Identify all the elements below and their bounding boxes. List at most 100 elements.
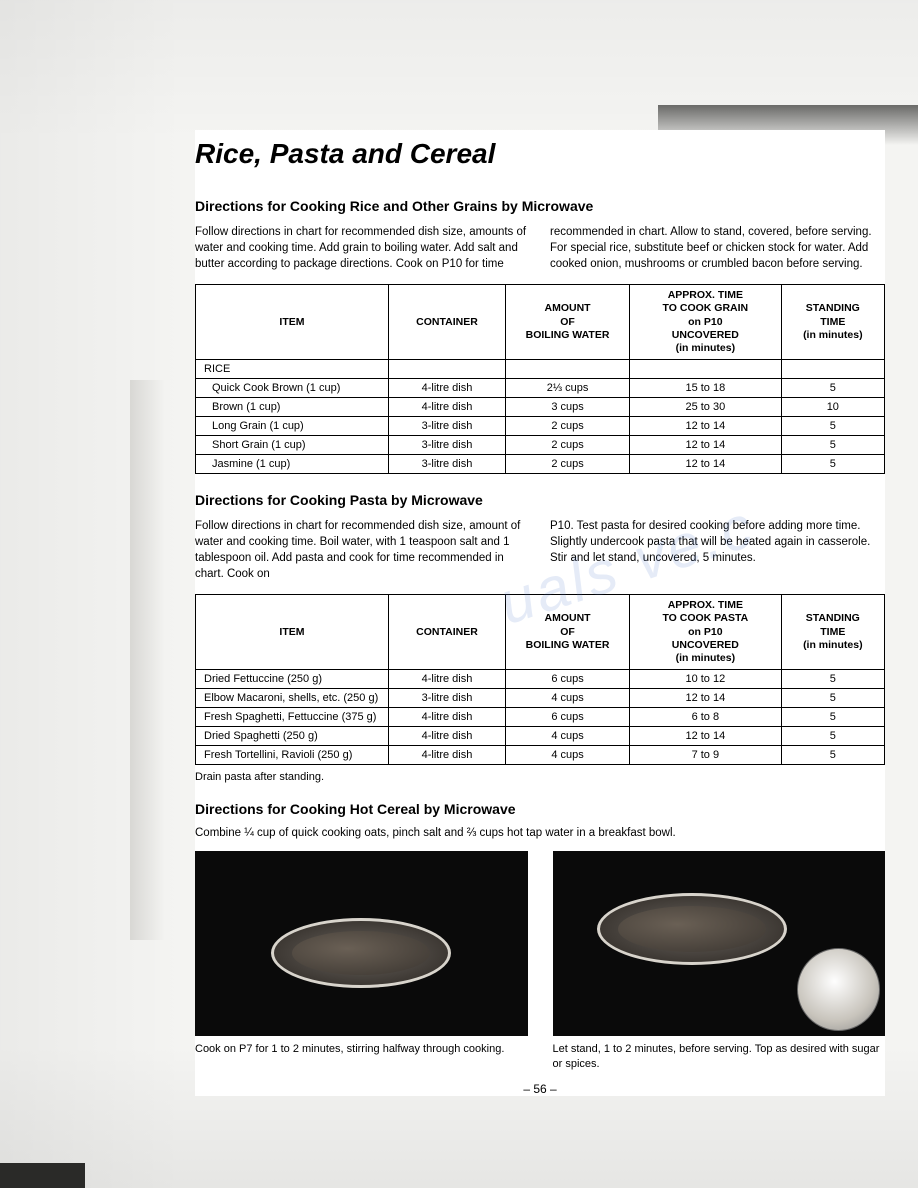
rice-directions-col1: Follow directions in chart for recommend…	[195, 224, 530, 272]
table-cell: 5	[781, 745, 884, 764]
table-cell: Fresh Spaghetti, Fettuccine (375 g)	[196, 707, 389, 726]
table-cell: 6 cups	[506, 707, 630, 726]
table-cell: 12 to 14	[630, 435, 782, 454]
photo-standing	[553, 851, 886, 1036]
th-standing: STANDING TIME (in minutes)	[781, 285, 884, 360]
table-cell: Long Grain (1 cup)	[196, 416, 389, 435]
table-cell: 5	[781, 669, 884, 688]
bowl-illustration	[271, 918, 451, 988]
table-row: Short Grain (1 cup)3-litre dish2 cups12 …	[196, 435, 885, 454]
pasta-table-body: Dried Fettuccine (250 g)4-litre dish6 cu…	[196, 669, 885, 764]
table-cell: 5	[781, 454, 884, 473]
table-cell: Fresh Tortellini, Ravioli (250 g)	[196, 745, 389, 764]
table-cell: 3-litre dish	[388, 435, 505, 454]
table-row: Dried Fettuccine (250 g)4-litre dish6 cu…	[196, 669, 885, 688]
timer-illustration	[795, 946, 880, 1031]
rice-table-body: RICE Quick Cook Brown (1 cup)4-litre dis…	[196, 359, 885, 473]
th-standing: STANDING TIME (in minutes)	[781, 595, 884, 670]
pasta-directions-col1: Follow directions in chart for recommend…	[195, 518, 530, 582]
table-row: Long Grain (1 cup)3-litre dish2 cups12 t…	[196, 416, 885, 435]
table-cell: 12 to 14	[630, 688, 782, 707]
table-cell: 3 cups	[506, 397, 630, 416]
table-cell: 4-litre dish	[388, 745, 505, 764]
table-cell: Dried Fettuccine (250 g)	[196, 669, 389, 688]
table-cell: 6 to 8	[630, 707, 782, 726]
table-cell: 3-litre dish	[388, 416, 505, 435]
table-cell: Brown (1 cup)	[196, 397, 389, 416]
timer-dial	[797, 948, 880, 1031]
table-cell: 2 cups	[506, 435, 630, 454]
table-row: Dried Spaghetti (250 g)4-litre dish4 cup…	[196, 726, 885, 745]
table-cell: 3-litre dish	[388, 688, 505, 707]
pasta-table: ITEM CONTAINER AMOUNT OF BOILING WATER A…	[195, 594, 885, 765]
section-heading-pasta: Directions for Cooking Pasta by Microwav…	[195, 492, 885, 508]
table-row: Elbow Macaroni, shells, etc. (250 g)3-li…	[196, 688, 885, 707]
table-cell: 4 cups	[506, 745, 630, 764]
table-cell: Dried Spaghetti (250 g)	[196, 726, 389, 745]
table-cell: 2 cups	[506, 454, 630, 473]
table-cell: 7 to 9	[630, 745, 782, 764]
table-cell: 5	[781, 726, 884, 745]
th-water: AMOUNT OF BOILING WATER	[506, 595, 630, 670]
table-cell: Elbow Macaroni, shells, etc. (250 g)	[196, 688, 389, 707]
table-cell: 10 to 12	[630, 669, 782, 688]
photo-block-left: Cook on P7 for 1 to 2 minutes, stirring …	[195, 851, 528, 1072]
category-label: RICE	[196, 359, 389, 378]
th-container: CONTAINER	[388, 595, 505, 670]
table-cell: 5	[781, 707, 884, 726]
table-header-row: ITEM CONTAINER AMOUNT OF BOILING WATER A…	[196, 595, 885, 670]
scan-corner	[0, 1163, 85, 1188]
bowl-illustration	[597, 893, 787, 965]
table-cell: 2 cups	[506, 416, 630, 435]
table-cell: 4-litre dish	[388, 669, 505, 688]
table-row: Jasmine (1 cup)3-litre dish2 cups12 to 1…	[196, 454, 885, 473]
th-time: APPROX. TIME TO COOK GRAIN on P10 UNCOVE…	[630, 285, 782, 360]
table-cell: Short Grain (1 cup)	[196, 435, 389, 454]
photo-stirring	[195, 851, 528, 1036]
table-cell: 5	[781, 378, 884, 397]
photo-block-right: Let stand, 1 to 2 minutes, before servin…	[553, 851, 886, 1072]
th-container: CONTAINER	[388, 285, 505, 360]
table-cell: 4 cups	[506, 726, 630, 745]
scan-edge-left	[130, 380, 165, 940]
table-cell: Quick Cook Brown (1 cup)	[196, 378, 389, 397]
table-cell: 5	[781, 416, 884, 435]
table-cell: 12 to 14	[630, 726, 782, 745]
rice-table: ITEM CONTAINER AMOUNT OF BOILING WATER A…	[195, 284, 885, 474]
section-heading-rice: Directions for Cooking Rice and Other Gr…	[195, 198, 885, 214]
th-item: ITEM	[196, 285, 389, 360]
th-item: ITEM	[196, 595, 389, 670]
table-cell: 4-litre dish	[388, 726, 505, 745]
cereal-directions: Combine ¼ cup of quick cooking oats, pin…	[195, 827, 885, 839]
page-title: Rice, Pasta and Cereal	[195, 130, 885, 170]
table-cell: 4-litre dish	[388, 397, 505, 416]
section-heading-cereal: Directions for Cooking Hot Cereal by Mic…	[195, 801, 885, 817]
table-cell: 10	[781, 397, 884, 416]
table-cell: 12 to 14	[630, 416, 782, 435]
page-number: – 56 –	[195, 1082, 885, 1096]
table-cell: Jasmine (1 cup)	[196, 454, 389, 473]
category-row: RICE	[196, 359, 885, 378]
rice-directions-col2: recommended in chart. Allow to stand, co…	[550, 224, 885, 272]
table-cell: 4 cups	[506, 688, 630, 707]
table-row: Fresh Tortellini, Ravioli (250 g)4-litre…	[196, 745, 885, 764]
th-time: APPROX. TIME TO COOK PASTA on P10 UNCOVE…	[630, 595, 782, 670]
pasta-footnote: Drain pasta after standing.	[195, 771, 885, 783]
table-cell: 5	[781, 688, 884, 707]
table-cell: 4-litre dish	[388, 378, 505, 397]
table-row: Fresh Spaghetti, Fettuccine (375 g)4-lit…	[196, 707, 885, 726]
table-cell: 25 to 30	[630, 397, 782, 416]
table-cell: 5	[781, 435, 884, 454]
pasta-directions: Follow directions in chart for recommend…	[195, 518, 885, 582]
page-content: uals ve.c Rice, Pasta and Cereal Directi…	[195, 130, 885, 1096]
caption-right: Let stand, 1 to 2 minutes, before servin…	[553, 1042, 886, 1072]
pasta-directions-col2: P10. Test pasta for desired cooking befo…	[550, 518, 885, 582]
caption-left: Cook on P7 for 1 to 2 minutes, stirring …	[195, 1042, 528, 1057]
table-cell: 6 cups	[506, 669, 630, 688]
rice-directions: Follow directions in chart for recommend…	[195, 224, 885, 272]
table-cell: 3-litre dish	[388, 454, 505, 473]
table-cell: 12 to 14	[630, 454, 782, 473]
table-cell: 15 to 18	[630, 378, 782, 397]
th-water: AMOUNT OF BOILING WATER	[506, 285, 630, 360]
table-header-row: ITEM CONTAINER AMOUNT OF BOILING WATER A…	[196, 285, 885, 360]
